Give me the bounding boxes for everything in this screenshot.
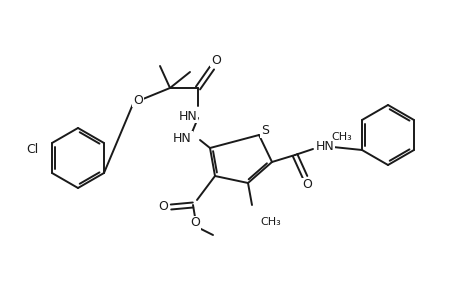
Text: HN: HN [315, 140, 334, 154]
Text: O: O [190, 217, 200, 230]
Text: CH₃: CH₃ [330, 132, 351, 142]
Text: Cl: Cl [26, 142, 38, 155]
Text: O: O [211, 53, 220, 67]
Text: HN: HN [173, 131, 191, 145]
Text: CH₃: CH₃ [259, 217, 280, 227]
Text: O: O [158, 200, 168, 214]
Text: S: S [260, 124, 269, 137]
Text: HN: HN [178, 110, 197, 122]
Text: O: O [302, 178, 311, 191]
Text: O: O [133, 94, 143, 106]
